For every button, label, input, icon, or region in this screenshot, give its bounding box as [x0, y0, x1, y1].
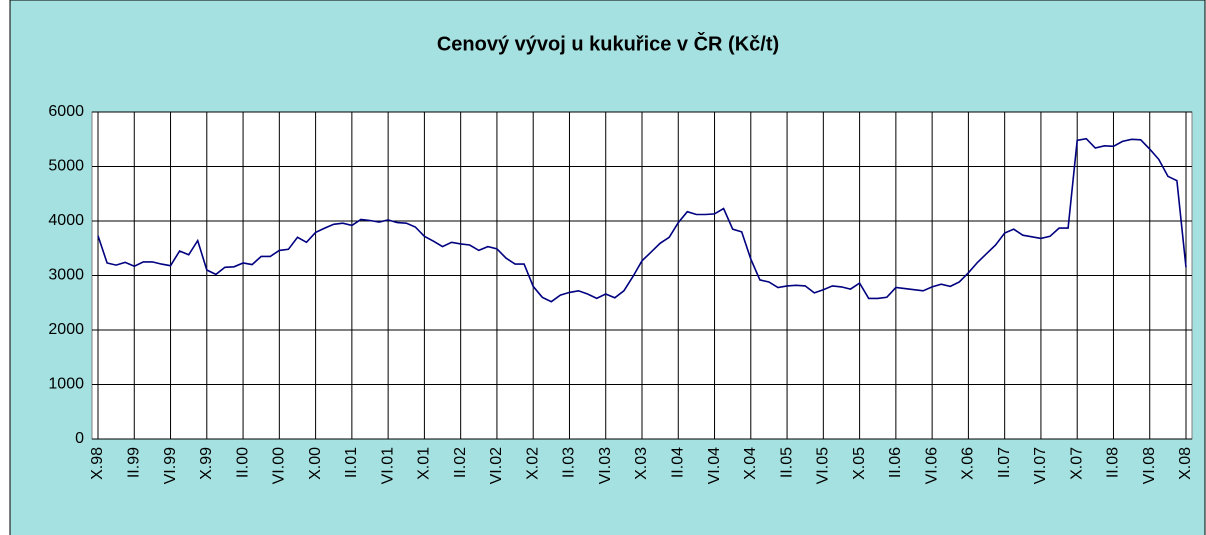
x-tick-label: II.07: [996, 447, 1013, 478]
x-tick-label: X.98: [89, 447, 106, 480]
x-tick-label: VI.02: [488, 447, 505, 484]
x-tick-label: X.03: [633, 447, 650, 480]
x-tick-label: II.05: [778, 447, 795, 478]
y-tick-label: 6000: [48, 103, 84, 120]
x-tick-label: X.08: [1177, 447, 1194, 480]
x-tick-label: II.02: [452, 447, 469, 478]
x-tick-label: X.00: [307, 447, 324, 480]
x-tick-label: VI.05: [815, 447, 832, 484]
x-tick-label: X.02: [524, 447, 541, 480]
y-tick-label: 2000: [48, 321, 84, 338]
x-tick-label: VI.07: [1032, 447, 1049, 484]
x-tick-label: X.99: [198, 447, 215, 480]
x-tick-label: II.01: [343, 447, 360, 478]
x-tick-label: II.99: [125, 447, 142, 478]
y-tick-label: 3000: [48, 267, 84, 284]
y-tick-label: 0: [75, 430, 84, 447]
chart-title: Cenový vývoj u kukuřice v ČR (Kč/t): [437, 31, 779, 55]
x-tick-label: VI.00: [271, 447, 288, 484]
x-tick-label: VI.99: [162, 447, 179, 484]
x-tick-label: X.04: [742, 447, 759, 480]
x-tick-label: II.04: [669, 447, 686, 478]
x-tick-label: II.00: [234, 447, 251, 478]
x-tick-label: X.06: [960, 447, 977, 480]
x-tick-label: VI.03: [597, 447, 614, 484]
line-series: [97, 137, 1187, 303]
y-tick-label: 5000: [48, 158, 84, 175]
x-tick-label: X.07: [1068, 447, 1085, 480]
x-tick-label: VI.06: [923, 447, 940, 484]
x-tick-label: VI.08: [1141, 447, 1158, 484]
x-tick-label: II.06: [887, 447, 904, 478]
x-tick-label: VI.01: [379, 447, 396, 484]
y-tick-label: 1000: [48, 376, 84, 393]
x-tick-label: II.03: [561, 447, 578, 478]
x-tick-label: VI.04: [706, 447, 723, 484]
x-tick-label: II.08: [1105, 447, 1122, 478]
x-tick-label: X.05: [851, 447, 868, 480]
x-tick-label: X.01: [416, 447, 433, 480]
y-tick-label: 4000: [48, 212, 84, 229]
